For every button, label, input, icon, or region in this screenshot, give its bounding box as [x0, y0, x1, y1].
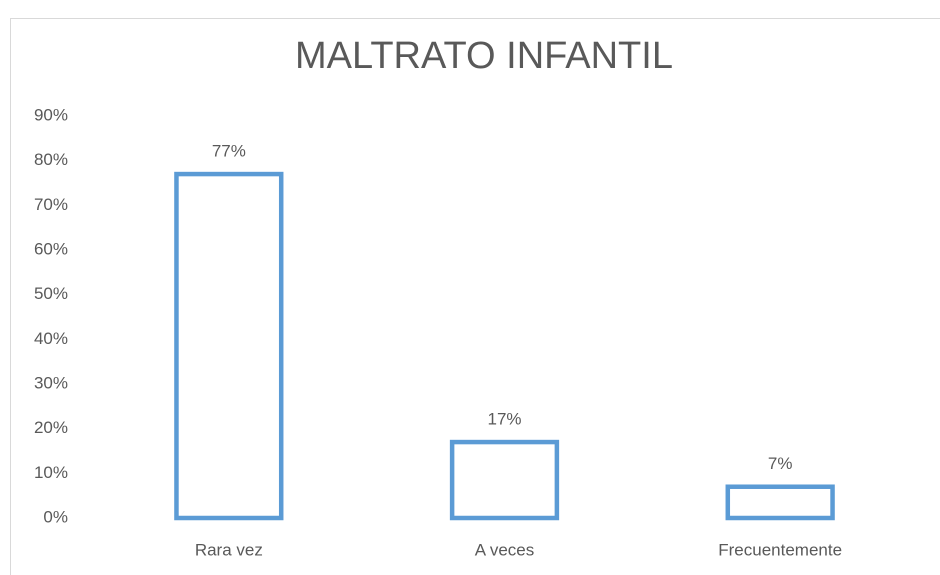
- y-tick-label: 20%: [34, 418, 68, 437]
- y-tick-label: 30%: [34, 373, 68, 392]
- bar: [725, 484, 835, 521]
- y-tick-label: 80%: [34, 150, 68, 169]
- chart-title: MALTRATO INFANTIL: [295, 35, 673, 77]
- data-label: 77%: [212, 142, 246, 161]
- x-tick-label: Frecuentemente: [718, 540, 842, 559]
- bar: [174, 171, 284, 521]
- x-tick-label: A veces: [475, 540, 535, 559]
- y-tick-label: 50%: [34, 284, 68, 303]
- x-tick-label: Rara vez: [195, 540, 263, 559]
- y-tick-label: 10%: [34, 463, 68, 482]
- y-tick-label: 70%: [34, 195, 68, 214]
- y-tick-label: 0%: [43, 507, 68, 526]
- data-label: 7%: [768, 454, 793, 473]
- y-tick-label: 40%: [34, 329, 68, 348]
- bar: [449, 439, 560, 521]
- y-tick-label: 60%: [34, 239, 68, 258]
- data-label: 17%: [487, 410, 521, 429]
- y-tick-label: 90%: [34, 105, 68, 124]
